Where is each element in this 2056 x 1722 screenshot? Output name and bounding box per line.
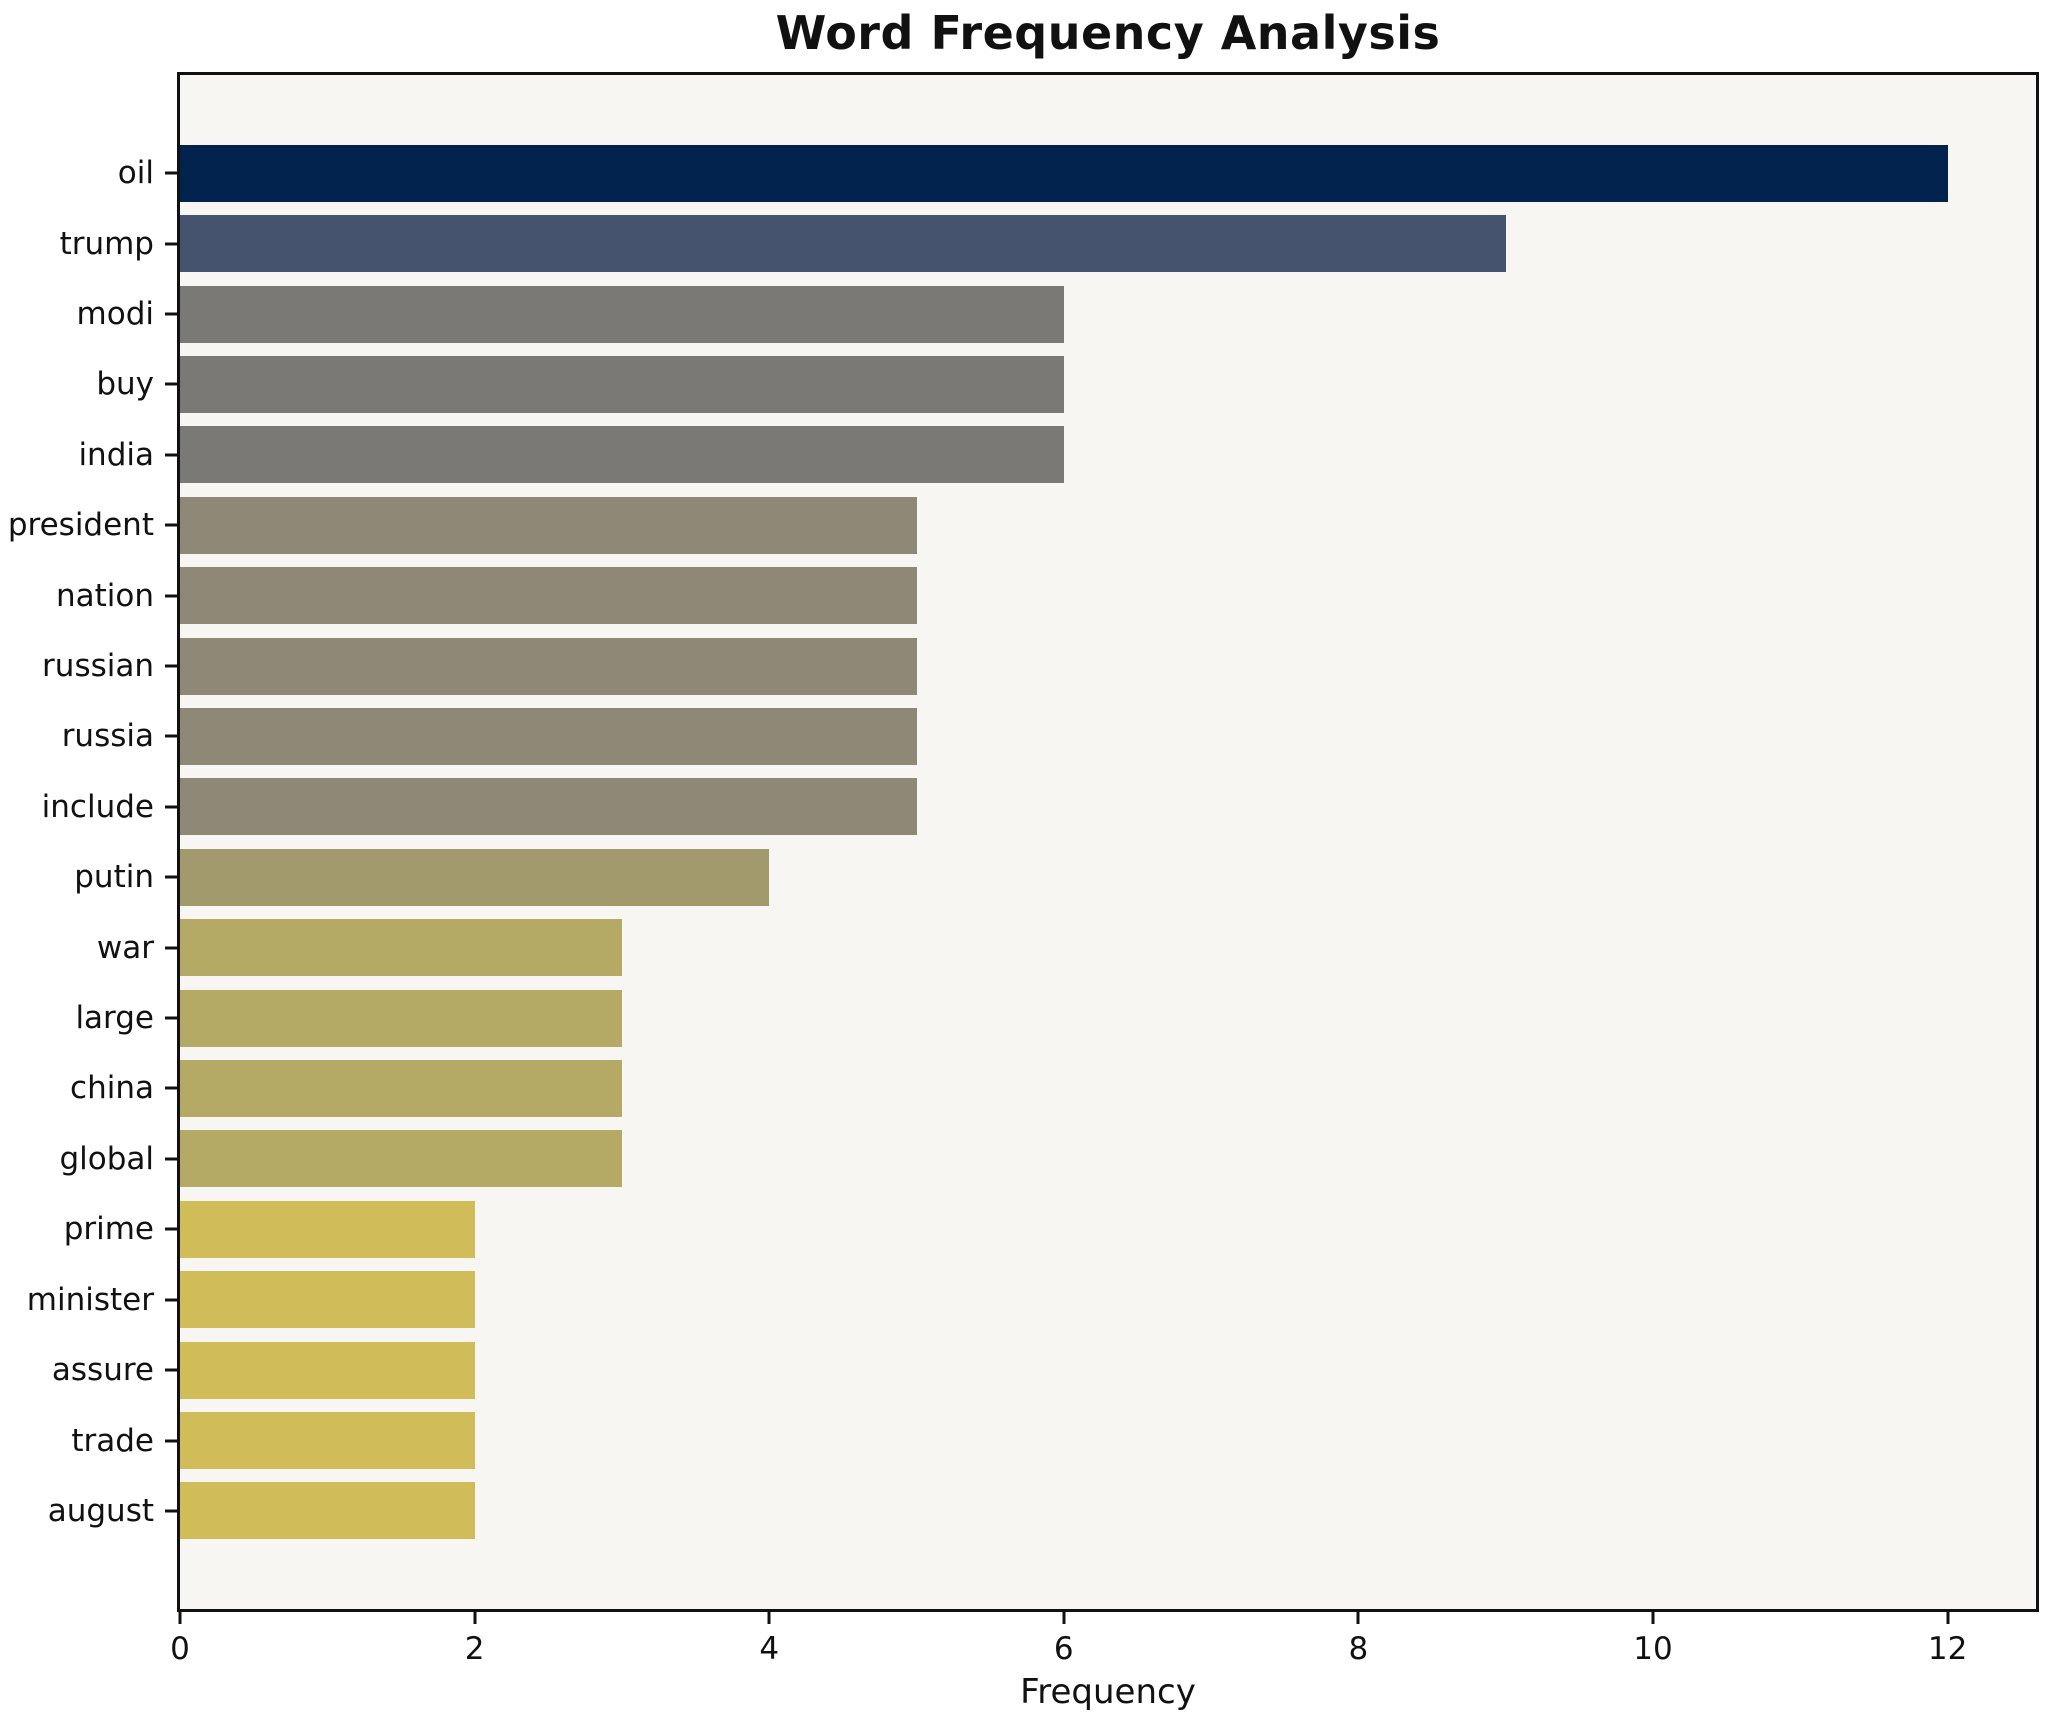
x-tick-label-10: 10 (1633, 1631, 1673, 1667)
y-tick-label-russian: russian (42, 648, 154, 685)
x-tick-label-2: 2 (464, 1631, 485, 1667)
x-tick (1356, 1612, 1360, 1624)
bar-row-russian: russian (42, 631, 2036, 701)
x-tick-label-12: 12 (1927, 1631, 1968, 1667)
y-tick-label-trump: trump (59, 225, 154, 262)
y-tick (165, 1016, 177, 1020)
bar-minister (180, 1271, 475, 1329)
bar-russia (180, 707, 917, 765)
y-tick-label-include: include (41, 788, 154, 825)
bar-nation (180, 567, 917, 625)
bar-row-nation: nation (56, 560, 2036, 630)
bar-oil (180, 144, 1948, 202)
bar-row-trump: trump (60, 208, 2036, 278)
y-tick (165, 382, 177, 386)
y-tick (165, 171, 177, 175)
bar-trump (180, 215, 1506, 273)
y-tick (165, 875, 177, 879)
y-tick-label-china: china (70, 1070, 154, 1107)
bar-prime (180, 1200, 475, 1258)
bar-putin (180, 848, 770, 906)
bar-row-minister: minister (27, 1265, 2036, 1335)
bar-war (180, 919, 622, 977)
bars-container: oil trump modi buy india president nation russi… (8, 75, 2036, 1609)
x-axis-label: Frequency (1020, 1672, 1196, 1712)
x-tick-label-4: 4 (759, 1631, 780, 1667)
y-tick-label-nation: nation (55, 577, 154, 614)
y-tick-label-modi: modi (76, 296, 154, 333)
bar-include (180, 778, 917, 836)
bar-row-russia: russia (62, 701, 2036, 771)
bar-assure (180, 1341, 475, 1399)
x-tick (1946, 1612, 1950, 1624)
y-tick (165, 1227, 177, 1231)
bar-row-global: global (59, 1124, 2036, 1194)
bar-president (180, 496, 917, 554)
y-tick-label-putin: putin (74, 859, 154, 896)
y-tick (165, 1157, 177, 1161)
y-tick (165, 523, 177, 527)
bar-row-trade: trade (71, 1405, 2036, 1475)
y-tick-label-global: global (59, 1140, 154, 1177)
bar-row-putin: putin (74, 842, 2036, 912)
y-tick-label-large: large (75, 1000, 154, 1037)
bar-row-include: include (42, 772, 2036, 842)
bar-trade (180, 1412, 475, 1470)
y-tick (165, 1509, 177, 1513)
bar-august (180, 1482, 475, 1540)
y-tick-label-buy: buy (96, 366, 154, 403)
bar-china (180, 1059, 622, 1117)
y-tick-label-august: august (47, 1492, 154, 1529)
x-tick-label-6: 6 (1053, 1631, 1074, 1667)
y-tick-label-trade: trade (71, 1422, 154, 1459)
bar-row-august: august (48, 1476, 2036, 1546)
y-tick-label-president: president (7, 507, 154, 544)
bar-russian (180, 637, 917, 695)
bar-row-president: president (8, 490, 2036, 560)
chart-title: Word Frequency Analysis (775, 6, 1441, 60)
bar-row-war: war (97, 912, 2036, 982)
y-tick (165, 1368, 177, 1372)
y-tick-label-war: war (96, 929, 154, 966)
y-tick (165, 312, 177, 316)
x-tick (767, 1612, 771, 1624)
bar-row-large: large (75, 983, 2036, 1053)
bar-row-oil: oil (118, 138, 2036, 208)
y-tick (165, 1298, 177, 1302)
x-tick (178, 1612, 182, 1624)
y-tick (165, 664, 177, 668)
y-tick (165, 1086, 177, 1090)
y-tick (165, 1439, 177, 1443)
bar-row-buy: buy (96, 349, 2036, 419)
x-tick (1062, 1612, 1066, 1624)
y-tick-label-minister: minister (26, 1281, 154, 1318)
y-tick (165, 594, 177, 598)
y-tick-label-prime: prime (63, 1211, 154, 1248)
y-tick-label-india: india (78, 436, 154, 473)
y-tick-label-russia: russia (61, 718, 154, 755)
y-tick (165, 734, 177, 738)
bar-modi (180, 285, 1064, 343)
x-tick (473, 1612, 477, 1624)
bar-buy (180, 355, 1064, 413)
y-tick (165, 453, 177, 457)
bar-row-assure: assure (52, 1335, 2036, 1405)
bar-row-china: china (70, 1053, 2036, 1123)
bar-large (180, 989, 622, 1047)
y-tick (165, 242, 177, 246)
y-tick (165, 805, 177, 809)
bar-row-india: india (78, 420, 2036, 490)
x-tick-label-0: 0 (170, 1631, 190, 1667)
bar-row-modi: modi (77, 279, 2036, 349)
x-tick (1651, 1612, 1655, 1624)
x-tick-label-8: 8 (1348, 1631, 1369, 1667)
bar-india (180, 426, 1064, 484)
bar-row-prime: prime (64, 1194, 2036, 1264)
y-tick (165, 946, 177, 950)
y-tick-label-oil: oil (117, 155, 154, 192)
plot-area: oil trump modi buy india president nation russi… (8, 72, 2039, 1667)
bar-global (180, 1130, 622, 1188)
y-tick-label-assure: assure (51, 1352, 154, 1389)
